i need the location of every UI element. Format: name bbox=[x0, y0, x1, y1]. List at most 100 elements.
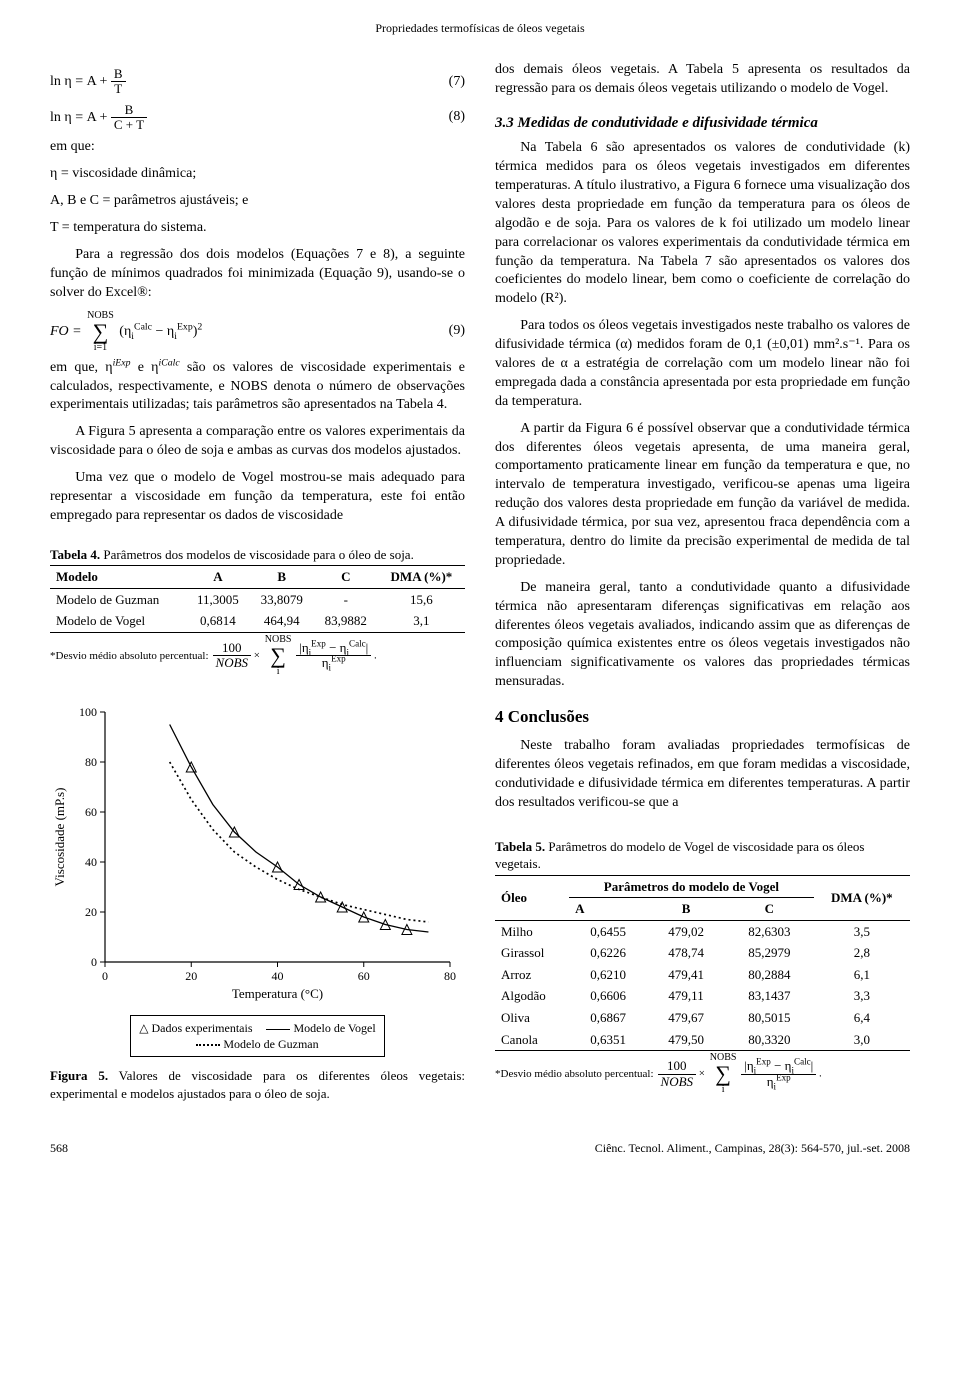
table-cell: 3,3 bbox=[814, 985, 910, 1007]
t5-h-oleo: Óleo bbox=[495, 875, 569, 920]
eq7-text: ln η = A + bbox=[50, 74, 111, 89]
table-cell: 479,41 bbox=[647, 964, 725, 986]
t5f-nas: i bbox=[754, 1066, 757, 1076]
right-column: dos demais óleos vegetais. A Tabela 5 ap… bbox=[495, 61, 910, 1110]
fig5-chart: 020406080020406080100Temperatura (°C)Vis… bbox=[50, 702, 460, 1002]
p2a: em que, η bbox=[50, 360, 113, 375]
eq9-eta-exp-sup: Exp bbox=[177, 321, 193, 332]
table-row: Milho0,6455479,0282,63033,5 bbox=[495, 920, 910, 942]
t4f-nas: i bbox=[309, 648, 312, 658]
svg-text:Viscosidade (mP.s): Viscosidade (mP.s) bbox=[52, 787, 67, 886]
paragraph-eq9-desc: em que, ηiExp e ηiCalc são os valores de… bbox=[50, 359, 465, 416]
table-cell: - bbox=[314, 588, 378, 610]
figure-5: 020406080020406080100Temperatura (°C)Vis… bbox=[50, 702, 465, 1102]
eq8-number: (8) bbox=[425, 108, 465, 127]
left-column: ln η = A + BT (7) ln η = A + BC + T (8) … bbox=[50, 61, 465, 1110]
tabela5-caption-text: Parâmetros do modelo de Vogel de viscosi… bbox=[495, 839, 865, 872]
eq8-text: ln η = A + bbox=[50, 110, 111, 125]
fig5-legend: △ Dados experimentais Modelo de Vogel Mo… bbox=[130, 1015, 384, 1057]
table-cell: 11,3005 bbox=[186, 588, 250, 610]
table-cell: Oliva bbox=[495, 1007, 569, 1029]
equation-8: ln η = A + BC + T (8) bbox=[50, 103, 465, 133]
table-cell: 80,2884 bbox=[725, 964, 814, 986]
table-row: Modelo de Guzman11,300533,8079-15,6 bbox=[50, 588, 465, 610]
em-que: em que: bbox=[50, 138, 465, 157]
def-eta: η = viscosidade dinâmica; bbox=[50, 165, 465, 184]
table-cell: 82,6303 bbox=[725, 920, 814, 942]
table-cell: 83,1437 bbox=[725, 985, 814, 1007]
table-cell: Milho bbox=[495, 920, 569, 942]
tabela5-caption: Tabela 5. Parâmetros do modelo de Vogel … bbox=[495, 838, 910, 873]
svg-text:20: 20 bbox=[185, 969, 197, 983]
table-cell: 479,50 bbox=[647, 1029, 725, 1051]
fig5-caption-text: Valores de viscosidade para os diferente… bbox=[50, 1068, 465, 1101]
page-number: 568 bbox=[50, 1140, 68, 1156]
t5-subheader-cell: A bbox=[569, 898, 647, 921]
t4-header-cell: B bbox=[250, 566, 314, 589]
right-p2: Na Tabela 6 são apresentados os valores … bbox=[495, 139, 910, 309]
p2-exp: iExp bbox=[113, 357, 131, 368]
right-p5: De maneira geral, tanto a condutividade … bbox=[495, 579, 910, 692]
running-head: Propriedades termofísicas de óleos veget… bbox=[50, 20, 910, 36]
tabela5-caption-b: Tabela 5. bbox=[495, 839, 545, 854]
tabela5-footnote: *Desvio médio absoluto percentual: 100NO… bbox=[495, 1053, 910, 1095]
tabela5: Óleo Parâmetros do modelo de Vogel DMA (… bbox=[495, 875, 910, 1051]
table-cell: 80,3320 bbox=[725, 1029, 814, 1051]
p2b: e η bbox=[131, 360, 159, 375]
table-cell: 3,5 bbox=[814, 920, 910, 942]
eq8-den: C + T bbox=[111, 118, 147, 132]
t4f-tail: . bbox=[374, 649, 377, 661]
def-t: T = temperatura do sistema. bbox=[50, 219, 465, 238]
t5f-nap: Exp bbox=[756, 1057, 771, 1067]
p2-calc: iCalc bbox=[158, 357, 179, 368]
table-cell: 479,02 bbox=[647, 920, 725, 942]
svg-text:20: 20 bbox=[85, 905, 97, 919]
table-cell: 85,2979 bbox=[725, 942, 814, 964]
legend-exp: Dados experimentais bbox=[152, 1021, 253, 1035]
eq7-num: B bbox=[111, 67, 126, 82]
table-cell: 464,94 bbox=[250, 610, 314, 632]
t5f-nbp: Calc bbox=[794, 1057, 811, 1067]
table-cell: Modelo de Vogel bbox=[50, 610, 186, 632]
t5-h-group: Parâmetros do modelo de Vogel bbox=[569, 875, 814, 898]
t5f-f1d: NOBS bbox=[661, 1074, 694, 1089]
t4-header-cell: Modelo bbox=[50, 566, 186, 589]
table-row: Modelo de Vogel0,6814464,9483,98823,1 bbox=[50, 610, 465, 632]
def-abc: A, B e C = parâmetros ajustáveis; e bbox=[50, 192, 465, 211]
svg-text:60: 60 bbox=[85, 805, 97, 819]
table-row: Arroz0,6210479,4180,28846,1 bbox=[495, 964, 910, 986]
tabela4-caption: Tabela 4. Parâmetros dos modelos de visc… bbox=[50, 546, 465, 564]
svg-text:Temperatura (°C): Temperatura (°C) bbox=[232, 986, 323, 1001]
equation-9: FO = NOBS ∑ i=1 (ηiCalc − ηiExp)2 (9) bbox=[50, 311, 465, 353]
t5-subheader-cell: B bbox=[647, 898, 725, 921]
table-cell: 0,6606 bbox=[569, 985, 647, 1007]
svg-text:40: 40 bbox=[272, 969, 284, 983]
t5-foot-label: *Desvio médio absoluto percentual: bbox=[495, 1067, 654, 1082]
t4f-na: η bbox=[302, 640, 309, 655]
svg-text:100: 100 bbox=[79, 705, 97, 719]
tabela4-footnote: *Desvio médio absoluto percentual: 100NO… bbox=[50, 635, 465, 677]
t4f-dap: Exp bbox=[331, 654, 346, 664]
tabela4-caption-text: Parâmetros dos modelos de viscosidade pa… bbox=[100, 547, 414, 562]
table-cell: 3,1 bbox=[378, 610, 465, 632]
t4f-nap: Exp bbox=[311, 639, 326, 649]
section-4: 4 Conclusões bbox=[495, 706, 910, 729]
table-cell: 478,74 bbox=[647, 942, 725, 964]
right-p3: Para todos os óleos vegetais investigado… bbox=[495, 317, 910, 411]
svg-text:80: 80 bbox=[85, 755, 97, 769]
eq9-eta-calc-sup: Calc bbox=[134, 321, 152, 332]
table-cell: 0,6867 bbox=[569, 1007, 647, 1029]
journal-citation: Ciênc. Tecnol. Aliment., Campinas, 28(3)… bbox=[595, 1140, 910, 1156]
t5f-sb: i bbox=[722, 1085, 725, 1095]
table-row: Oliva0,6867479,6780,50156,4 bbox=[495, 1007, 910, 1029]
t4f-da: η bbox=[322, 655, 329, 670]
eq9-eta-exp-sub: i bbox=[174, 331, 177, 342]
page-footer: 568 Ciênc. Tecnol. Aliment., Campinas, 2… bbox=[50, 1140, 910, 1156]
svg-text:80: 80 bbox=[444, 969, 456, 983]
right-p1: dos demais óleos vegetais. A Tabela 5 ap… bbox=[495, 61, 910, 99]
table-cell: Arroz bbox=[495, 964, 569, 986]
paragraph-vogel: Uma vez que o modelo de Vogel mostrou-se… bbox=[50, 469, 465, 526]
t4f-times: × bbox=[254, 649, 260, 661]
t5f-dap: Exp bbox=[776, 1072, 791, 1082]
legend-guzman: Modelo de Guzman bbox=[223, 1037, 318, 1051]
